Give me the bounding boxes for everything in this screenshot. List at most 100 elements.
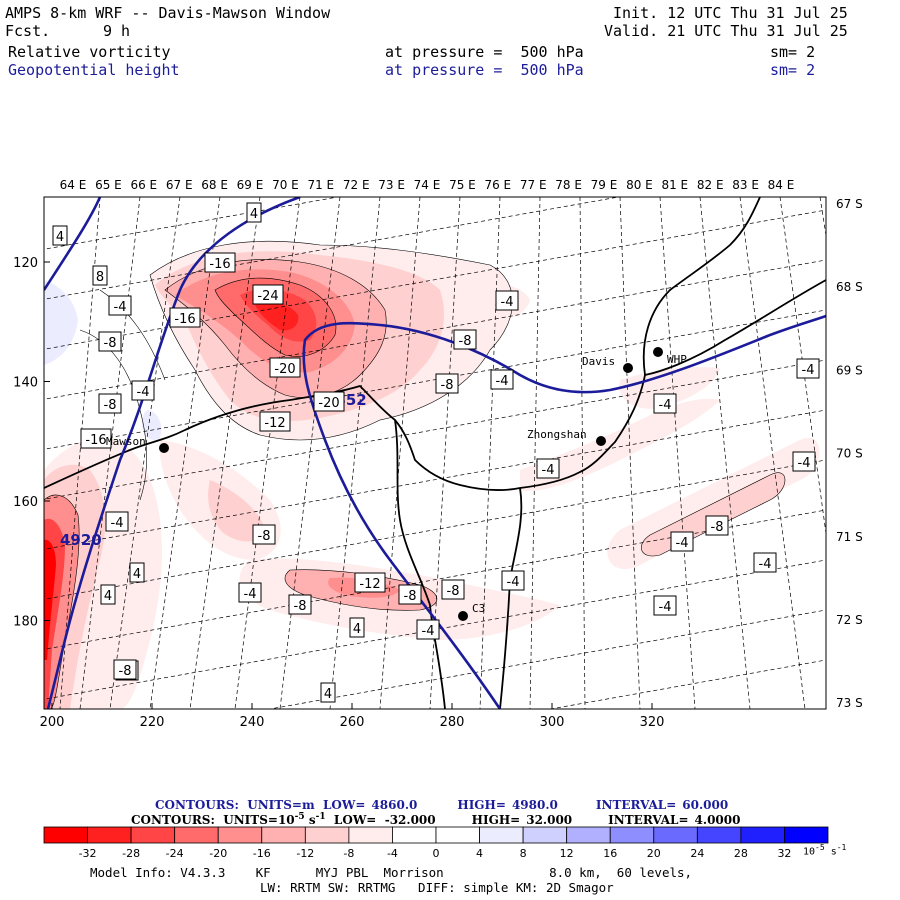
vorticity-label: -4 xyxy=(759,557,772,572)
height-contour-high: 4980.0 xyxy=(511,798,558,812)
vorticity-label: 4 xyxy=(250,207,258,222)
height-contour-interval-label: INTERVAL= xyxy=(595,798,677,812)
vorticity-contour-high-label: HIGH= xyxy=(471,813,521,827)
longitude-label: 70 E xyxy=(272,178,299,192)
map-title: AMPS 8-km WRF -- Davis-Mawson Window xyxy=(5,4,331,22)
vorticity-label: 4 xyxy=(133,567,141,582)
vorticity-label-box xyxy=(670,531,694,552)
longitude-labels: 64 E 65 E 66 E 67 E 68 E 69 E 70 E 71 E 72 E 73 E… xyxy=(60,178,795,192)
colorbar-label: 16 xyxy=(603,847,617,860)
colorbar-swatch xyxy=(566,826,611,844)
colorbar-swatch xyxy=(784,826,829,844)
vorticity-label-box xyxy=(269,357,301,378)
longitude-label: 65 E xyxy=(95,178,122,192)
longitude-label: 78 E xyxy=(555,178,582,192)
model-info-line1: Model Info: V4.3.3 KF MYJ PBL Morrison 8… xyxy=(90,865,693,880)
vorticity-label-box xyxy=(80,428,112,449)
vorticity-label-box xyxy=(252,524,276,545)
vorticity-label-box xyxy=(705,515,729,536)
height-contour-interval: 60.000 xyxy=(682,798,729,812)
station-label-davis: Davis xyxy=(582,355,615,368)
vorticity-label: -8 xyxy=(104,336,117,351)
longitude-label: 82 E xyxy=(697,178,724,192)
vorticity-contour-interval: 4.0000 xyxy=(694,813,741,827)
longitude-label: 69 E xyxy=(237,178,264,192)
longitude-label: 79 E xyxy=(591,178,618,192)
vorticity-labels: -16 -24 -16 -20 -8 -8 -8 -4 -4 -8 -16 -4 -4 -12 -20 -8 -… xyxy=(52,202,820,703)
vorticity-label-box xyxy=(501,570,525,591)
vorticity-label: -4 xyxy=(659,600,672,615)
vorticity-label: -4 xyxy=(659,398,672,413)
vorticity-label-box xyxy=(238,582,262,603)
vorticity-label: 4 xyxy=(56,230,64,245)
vorticity-label-box xyxy=(169,307,201,328)
colorbar-label: -4 xyxy=(387,847,398,860)
colorbar-label: 0 xyxy=(433,847,440,860)
vorticity-label: -8 xyxy=(441,378,454,393)
vorticity-label: -16 xyxy=(85,433,106,448)
height-label: 4920 xyxy=(60,531,102,549)
station-marker-whp xyxy=(653,347,663,357)
longitude-label: 76 E xyxy=(484,178,511,192)
vorticity-label: -20 xyxy=(318,396,339,411)
x-tick-label: 300 xyxy=(540,715,565,730)
vorticity-label-box xyxy=(98,393,122,414)
vorticity-label-box xyxy=(131,380,155,401)
colorbar-unit-exponent: -5 xyxy=(815,843,825,852)
forecast-hour: 9 h xyxy=(103,22,131,40)
vorticity-label: -4 xyxy=(542,463,555,478)
vorticity-label-box xyxy=(288,594,312,615)
longitude-label: 66 E xyxy=(130,178,157,192)
vorticity-label-box xyxy=(490,369,514,390)
colorbar-unit-s: s xyxy=(824,846,837,858)
colorbar-swatch xyxy=(479,826,524,844)
vorticity-label: -8 xyxy=(258,529,271,544)
model-info-line2: LW: RRTM SW: RRTMG DIFF: simple KM: 2D S… xyxy=(260,880,614,895)
vorticity-label-box xyxy=(129,562,145,583)
vorticity-label-box xyxy=(495,290,519,311)
colorbar-label: -24 xyxy=(166,847,184,860)
longitude-label: 84 E xyxy=(768,178,795,192)
vorticity-label: -8 xyxy=(404,589,417,604)
vorticity-label-box xyxy=(354,572,386,593)
vorticity-label: -4 xyxy=(802,363,815,378)
vorticity-label: -4 xyxy=(501,295,514,310)
vorticity-contour-unit: s xyxy=(304,813,316,827)
colorbar-label: 32 xyxy=(777,847,791,860)
x-tick-label: 260 xyxy=(340,715,365,730)
vorticity-contour-high: 32.000 xyxy=(526,813,573,827)
vorticity-label: -8 xyxy=(294,599,307,614)
colorbar-swatch xyxy=(261,826,306,844)
vorticity-label-box xyxy=(100,584,116,605)
vorticity-label-box xyxy=(204,252,236,273)
vorticity-label-box xyxy=(105,511,129,532)
colorbar-swatch xyxy=(740,826,785,844)
longitude-label: 74 E xyxy=(414,178,441,192)
vorticity-label: -4 xyxy=(137,385,150,400)
x-axis-ticks: 200 220 240 260 280 300 320 xyxy=(40,703,664,730)
vorticity-label: -4 xyxy=(244,587,257,602)
latitude-label: 73 S xyxy=(836,696,863,710)
vorticity-label: -4 xyxy=(422,624,435,639)
vorticity-label: 4 xyxy=(353,622,361,637)
longitude-label: 83 E xyxy=(732,178,759,192)
vorticity-label: -8 xyxy=(119,664,132,679)
vorticity-label-box xyxy=(92,265,108,286)
field1-name: Relative vorticity xyxy=(8,43,171,61)
vorticity-label-box xyxy=(435,373,459,394)
latitude-label: 68 S xyxy=(836,280,863,294)
colorbar-swatch xyxy=(348,826,393,844)
colorbar-label: -20 xyxy=(209,847,227,860)
vorticity-label-box xyxy=(113,659,137,680)
vorticity-label-box xyxy=(108,295,132,316)
valid-time: Valid. 21 UTC Thu 31 Jul 25 xyxy=(604,22,848,40)
station-marker-zhongshan xyxy=(596,436,606,446)
vorticity-label-box xyxy=(653,595,677,616)
latitude-label: 72 S xyxy=(836,613,863,627)
vorticity-label: -4 xyxy=(114,300,127,315)
vorticity-label-box xyxy=(252,284,284,305)
station-label-whp: WHP xyxy=(667,353,687,366)
longitude-label: 72 E xyxy=(343,178,370,192)
stations: Davis WHP Zhongshan Mawson C3 xyxy=(106,347,687,621)
